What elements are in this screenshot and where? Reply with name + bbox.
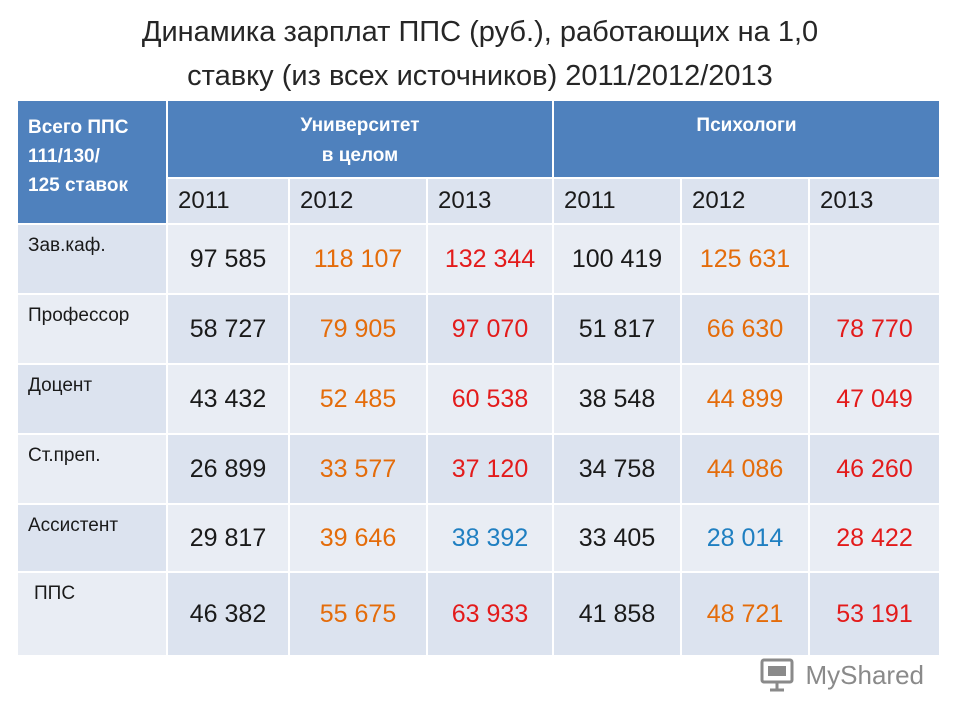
row-label: Зав.каф. <box>18 225 168 295</box>
salary-cell: 118 107 <box>290 225 428 295</box>
salary-cell: 46 260 <box>810 435 942 505</box>
row-label: Профессор <box>18 295 168 365</box>
year-header-row: 2011 2012 2013 2011 2012 2013 <box>18 179 942 225</box>
table-row: Ст.преп. 26 899 33 577 37 120 34 758 44 086 46… <box>18 435 942 505</box>
table-row: Профессор 58 727 79 905 97 070 51 817 66 630 7… <box>18 295 942 365</box>
salary-cell: 33 405 <box>554 505 682 573</box>
salary-cell: 26 899 <box>168 435 290 505</box>
group-psychologists-line-1: Психологи <box>696 115 797 136</box>
corner-line-2: 111/130/ <box>28 146 100 167</box>
salary-cell: 78 770 <box>810 295 942 365</box>
table-row: Ассистент 29 817 39 646 38 392 33 405 28 014 2… <box>18 505 942 573</box>
row-label: Ассистент <box>18 505 168 573</box>
salary-cell: 55 675 <box>290 573 428 657</box>
salary-cell: 38 548 <box>554 365 682 435</box>
salary-cell: 29 817 <box>168 505 290 573</box>
salary-cell: 97 070 <box>428 295 554 365</box>
salary-cell: 43 432 <box>168 365 290 435</box>
presentation-icon <box>760 658 793 692</box>
group-header-university: Университет в целом <box>168 101 554 179</box>
table-body: Зав.каф. 97 585 118 107 132 344 100 419 125 6… <box>18 225 942 657</box>
salary-cell: 37 120 <box>428 435 554 505</box>
salary-cell: 97 585 <box>168 225 290 295</box>
slide-title: Динамика зарплат ППС (руб.), работающих … <box>40 10 920 98</box>
salary-cell: 53 191 <box>810 573 942 657</box>
table-row: ППС 46 382 55 675 63 933 41 858 48 721 53 191 <box>18 573 942 657</box>
year-header: 2012 <box>290 179 428 225</box>
salary-cell: 100 419 <box>554 225 682 295</box>
row-label: ППС <box>18 573 168 657</box>
group-university-line-1: Университет <box>300 115 420 136</box>
salary-cell: 34 758 <box>554 435 682 505</box>
corner-line-3: 125 ставок <box>28 175 128 196</box>
salary-cell: 33 577 <box>290 435 428 505</box>
group-header-psychologists: Психологи <box>554 101 942 179</box>
corner-header: Всего ППС 111/130/ 125 ставок <box>18 101 168 225</box>
table-row: Зав.каф. 97 585 118 107 132 344 100 419 125 6… <box>18 225 942 295</box>
salary-cell: 66 630 <box>682 295 810 365</box>
salary-cell: 132 344 <box>428 225 554 295</box>
salary-cell: 38 392 <box>428 505 554 573</box>
slide-title-line-2: ставку (из всех источников) 2011/2012/20… <box>187 60 773 92</box>
watermark-text: MyShared <box>805 659 925 690</box>
corner-line-1: Всего ППС <box>28 117 129 138</box>
group-university-line-2: в целом <box>321 145 399 166</box>
salary-cell: 60 538 <box>428 365 554 435</box>
slide-title-line-1: Динамика зарплат ППС (руб.), работающих … <box>141 16 819 48</box>
table-row: Доцент 43 432 52 485 60 538 38 548 44 899 47 0… <box>18 365 942 435</box>
salary-cell <box>810 225 942 295</box>
salary-cell: 51 817 <box>554 295 682 365</box>
row-label: Доцент <box>18 365 168 435</box>
salary-cell: 47 049 <box>810 365 942 435</box>
salary-cell: 79 905 <box>290 295 428 365</box>
salary-cell: 28 422 <box>810 505 942 573</box>
watermark: MyShared <box>760 657 925 693</box>
year-header: 2012 <box>682 179 810 225</box>
salary-cell: 44 086 <box>682 435 810 505</box>
salary-cell: 39 646 <box>290 505 428 573</box>
salary-cell: 125 631 <box>682 225 810 295</box>
salary-cell: 58 727 <box>168 295 290 365</box>
salary-table: Всего ППС 111/130/ 125 ставок Университе… <box>18 101 942 657</box>
year-header: 2011 <box>168 179 290 225</box>
year-header: 2013 <box>810 179 942 225</box>
salary-cell: 48 721 <box>682 573 810 657</box>
salary-cell: 52 485 <box>290 365 428 435</box>
salary-cell: 44 899 <box>682 365 810 435</box>
salary-cell: 41 858 <box>554 573 682 657</box>
salary-cell: 63 933 <box>428 573 554 657</box>
row-label: Ст.преп. <box>18 435 168 505</box>
year-header: 2011 <box>554 179 682 225</box>
salary-cell: 46 382 <box>168 573 290 657</box>
salary-cell: 28 014 <box>682 505 810 573</box>
year-header: 2013 <box>428 179 554 225</box>
header-group-row: Всего ППС 111/130/ 125 ставок Университе… <box>18 101 942 225</box>
